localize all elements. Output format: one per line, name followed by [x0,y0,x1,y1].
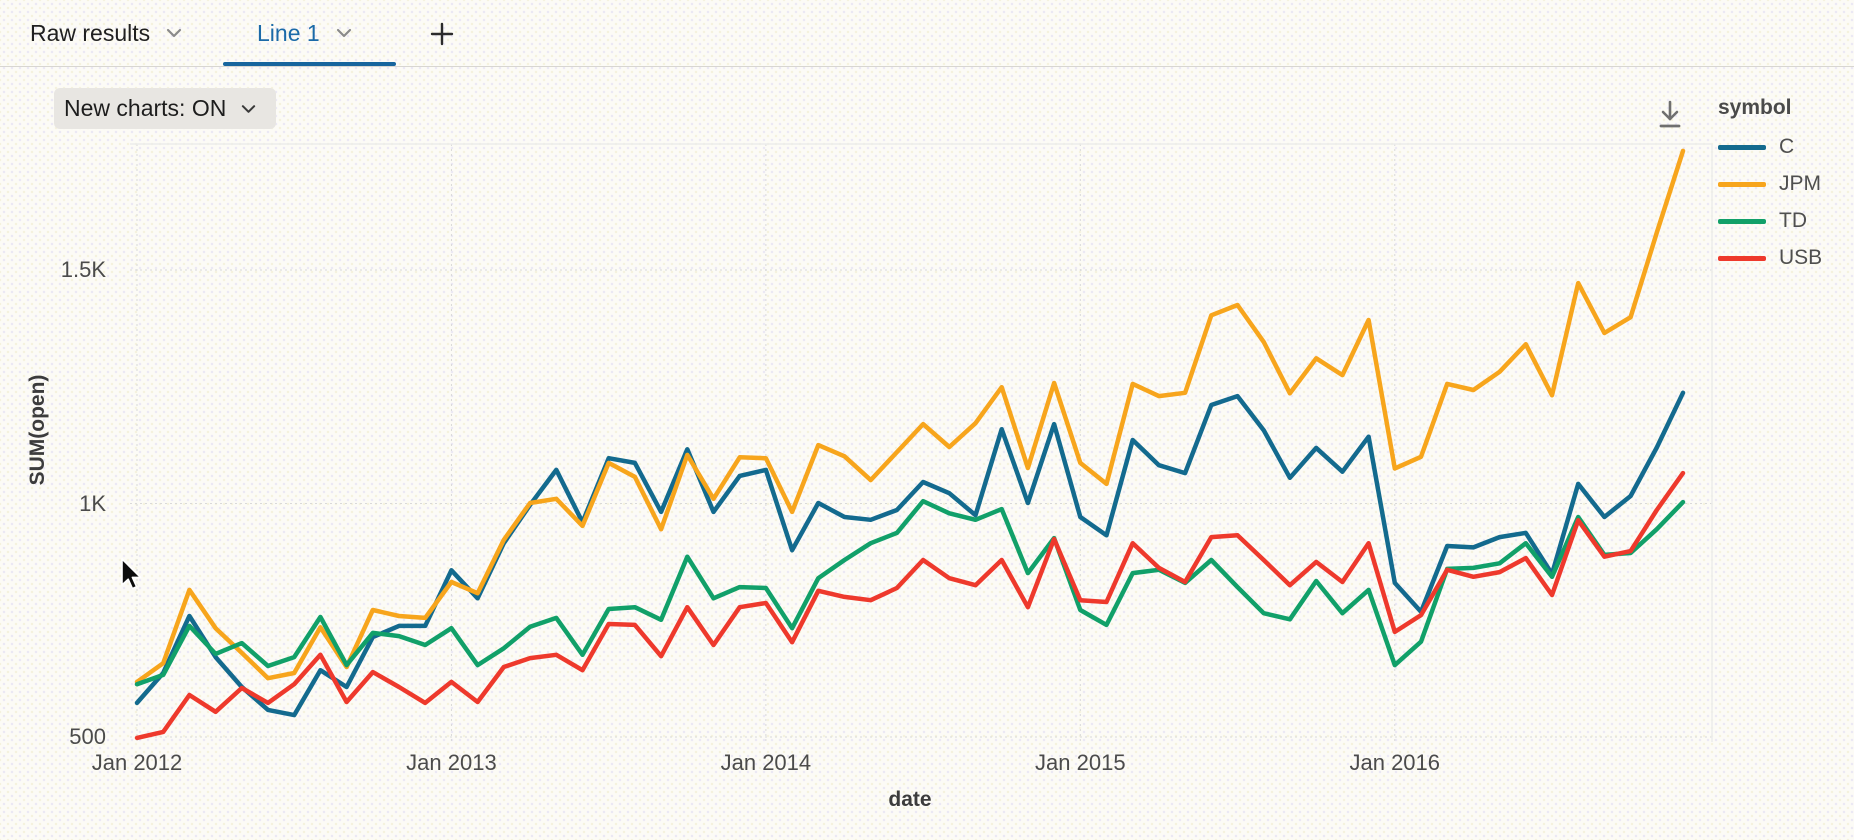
x-tick-jan-2016: Jan 2016 [1349,750,1441,775]
legend-label: USB [1779,246,1823,269]
y-tick-500: 500 [69,724,106,749]
y-tick-1500: 1.5K [60,257,106,282]
add-tab-button[interactable] [420,12,464,56]
download-icon [1659,100,1681,128]
legend-item-td[interactable]: TD [1718,209,1848,233]
x-tick-jan-2013: Jan 2013 [406,750,497,775]
series-swatch-c [1718,144,1766,150]
plus-icon [430,22,454,46]
new-charts-label: New charts: ON [64,95,227,121]
y-tick-1000: 1K [79,490,106,516]
legend-item-usb[interactable]: USB [1718,246,1848,270]
series-swatch-td [1718,218,1766,224]
series-swatch-usb [1718,255,1766,261]
line-series-td [134,498,1686,687]
legend-title: symbol [1718,96,1792,119]
chart-legend: symbol C JPM TD USB [1718,96,1848,283]
mouse-cursor [121,558,142,590]
chevron-down-icon[interactable] [166,28,182,38]
legend-label: JPM [1779,172,1821,195]
line-series-jpm [134,148,1686,685]
chevron-down-icon[interactable] [336,28,352,38]
x-tick-jan-2014: Jan 2014 [720,750,812,775]
new-charts-toggle[interactable]: New charts: ON [54,88,277,129]
tab-line-1[interactable]: Line 1 [257,0,352,66]
tab-line-1-label: Line 1 [257,19,320,46]
tab-raw-results[interactable]: Raw results [30,0,182,66]
download-button[interactable] [1650,96,1690,136]
x-tick-jan-2012: Jan 2012 [91,750,183,775]
legend-label: TD [1779,209,1807,232]
series-swatch-jpm [1718,181,1766,187]
tab-bar: Raw results Line 1 [0,0,1854,67]
legend-item-jpm[interactable]: JPM [1718,172,1848,196]
chevron-down-icon [242,104,256,113]
x-axis-title: date [888,788,932,811]
legend-label: C [1779,135,1795,158]
tab-raw-results-label: Raw results [30,19,151,46]
line-series-c [134,390,1686,718]
legend-item-c[interactable]: C [1718,135,1848,159]
x-tick-jan-2015: Jan 2015 [1035,750,1126,775]
line-series-usb [134,470,1686,741]
active-tab-underline [223,62,396,66]
